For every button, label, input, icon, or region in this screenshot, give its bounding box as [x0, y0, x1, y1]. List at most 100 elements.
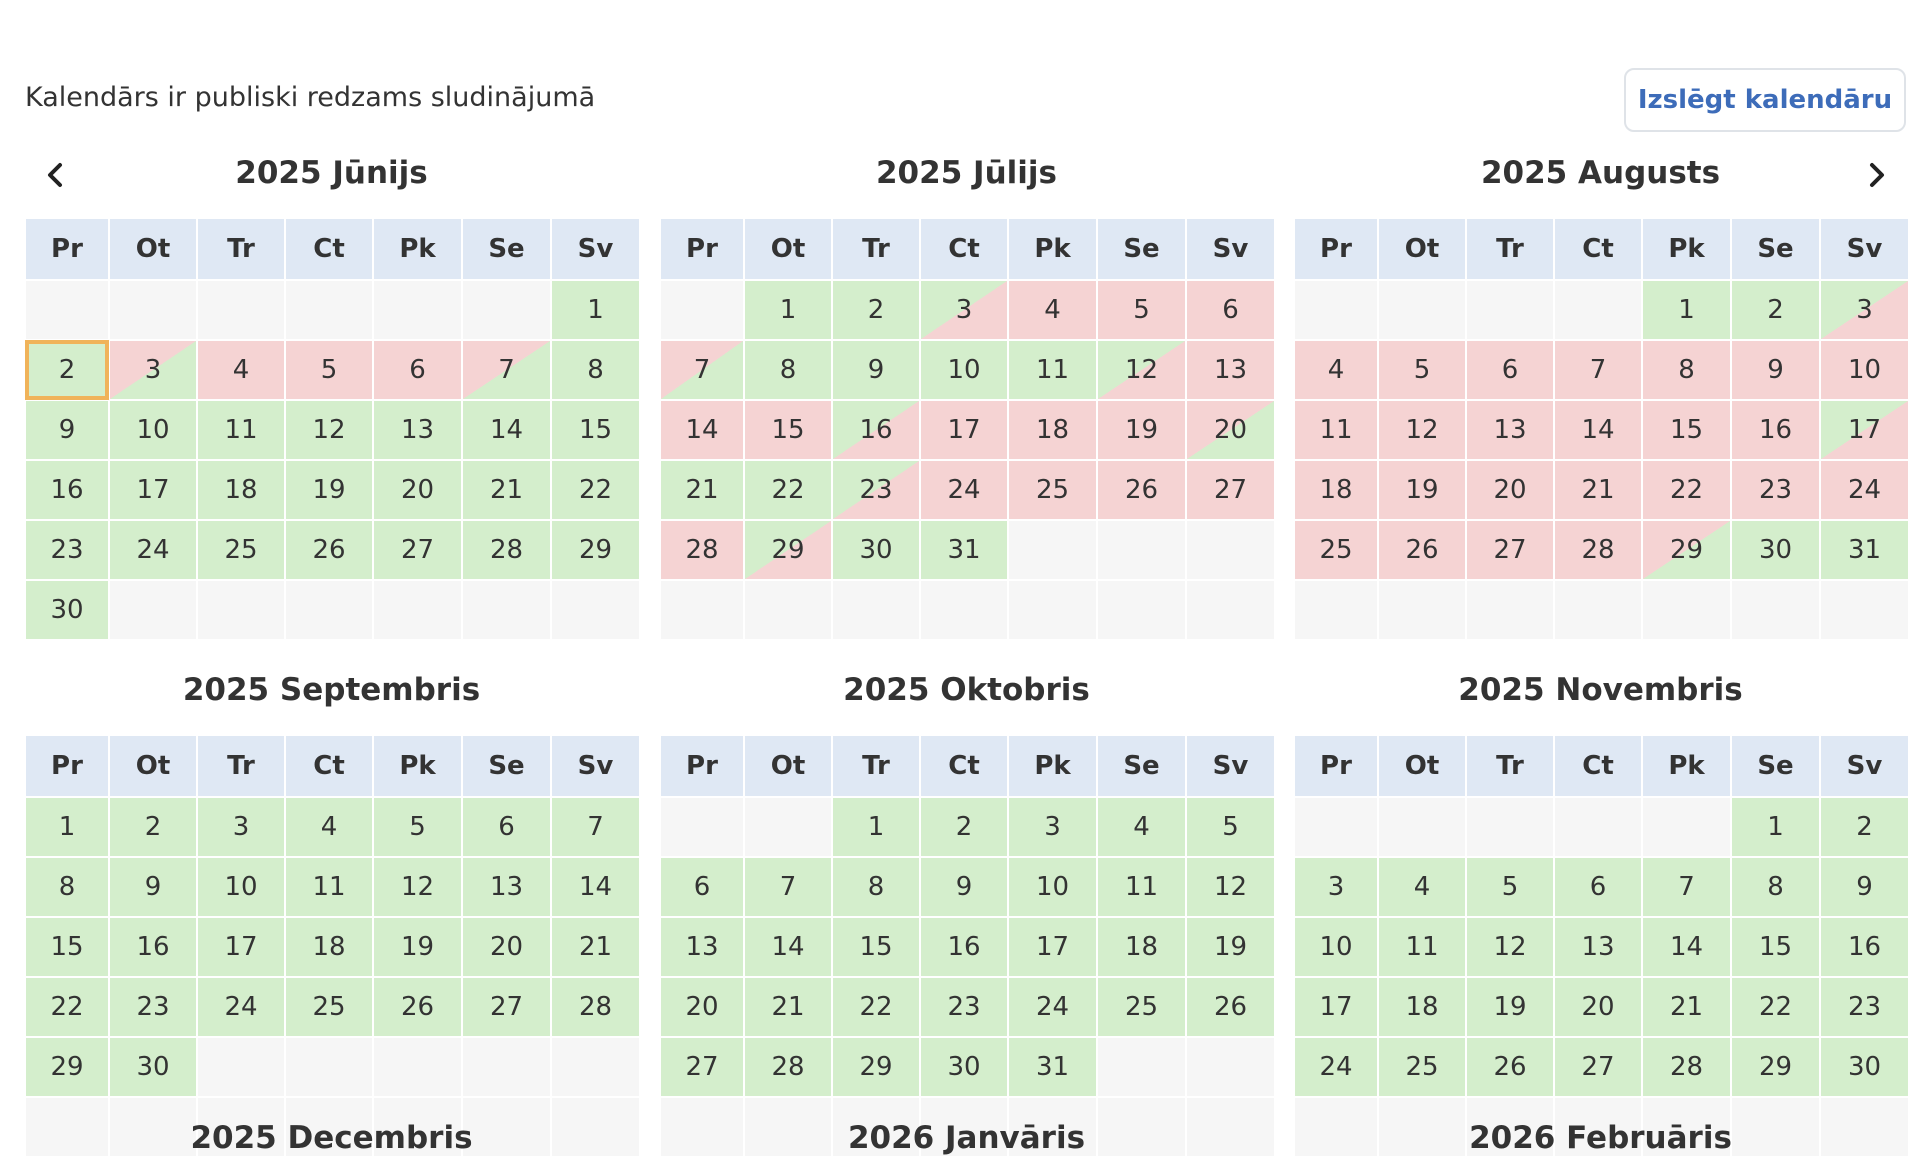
day-cell[interactable]: 8: [1730, 856, 1821, 918]
day-cell[interactable]: 10: [108, 399, 198, 461]
day-cell[interactable]: 29: [24, 1036, 110, 1098]
day-cell[interactable]: 18: [1377, 976, 1467, 1038]
day-cell[interactable]: 31: [1007, 1036, 1098, 1098]
day-cell[interactable]: 27: [659, 1036, 745, 1098]
day-cell[interactable]: 25: [196, 519, 286, 581]
day-cell[interactable]: 28: [461, 519, 552, 581]
day-cell[interactable]: 29: [1730, 1036, 1821, 1098]
day-cell[interactable]: 17: [108, 459, 198, 521]
day-cell[interactable]: 9: [919, 856, 1009, 918]
day-cell[interactable]: 8: [743, 339, 833, 401]
day-cell[interactable]: 18: [1007, 399, 1098, 461]
day-cell[interactable]: 19: [372, 916, 463, 978]
day-cell[interactable]: 20: [372, 459, 463, 521]
day-cell[interactable]: 3: [196, 796, 286, 858]
day-cell[interactable]: 5: [1377, 339, 1467, 401]
day-cell[interactable]: 25: [1293, 519, 1379, 581]
day-cell[interactable]: 11: [196, 399, 286, 461]
day-cell[interactable]: 4: [1377, 856, 1467, 918]
day-cell[interactable]: 18: [1096, 916, 1187, 978]
day-cell[interactable]: 13: [461, 856, 552, 918]
day-cell[interactable]: 4: [1096, 796, 1187, 858]
day-cell[interactable]: 19: [1465, 976, 1555, 1038]
day-cell[interactable]: 31: [919, 519, 1009, 581]
day-cell[interactable]: 30: [1730, 519, 1821, 581]
day-cell[interactable]: 25: [1096, 976, 1187, 1038]
day-cell[interactable]: 21: [659, 459, 745, 521]
day-cell[interactable]: 30: [831, 519, 921, 581]
day-cell[interactable]: 19: [1185, 916, 1276, 978]
day-cell[interactable]: 17: [196, 916, 286, 978]
day-cell[interactable]: 28: [659, 519, 745, 581]
day-cell[interactable]: 23: [919, 976, 1009, 1038]
day-cell[interactable]: 13: [1553, 916, 1643, 978]
day-cell[interactable]: 9: [1730, 339, 1821, 401]
day-cell[interactable]: 3: [1007, 796, 1098, 858]
day-cell[interactable]: 2: [1730, 279, 1821, 341]
day-cell[interactable]: 2: [919, 796, 1009, 858]
day-cell[interactable]: 17: [1007, 916, 1098, 978]
day-cell[interactable]: 7: [743, 856, 833, 918]
day-cell[interactable]: 6: [1553, 856, 1643, 918]
day-cell[interactable]: 26: [1377, 519, 1467, 581]
next-month-button[interactable]: [1856, 155, 1896, 195]
day-cell[interactable]: 1: [24, 796, 110, 858]
day-cell[interactable]: 20: [1185, 399, 1276, 461]
day-cell[interactable]: 15: [831, 916, 921, 978]
day-cell[interactable]: 1: [550, 279, 641, 341]
day-cell[interactable]: 15: [24, 916, 110, 978]
day-cell[interactable]: 13: [659, 916, 745, 978]
day-cell[interactable]: 18: [284, 916, 374, 978]
day-cell[interactable]: 2: [108, 796, 198, 858]
day-cell[interactable]: 14: [659, 399, 745, 461]
day-cell[interactable]: 4: [1007, 279, 1098, 341]
day-cell[interactable]: 9: [1819, 856, 1910, 918]
day-cell[interactable]: 16: [831, 399, 921, 461]
day-cell[interactable]: 8: [24, 856, 110, 918]
day-cell[interactable]: 10: [1007, 856, 1098, 918]
day-cell[interactable]: 29: [831, 1036, 921, 1098]
day-cell[interactable]: 18: [1293, 459, 1379, 521]
day-cell[interactable]: 23: [1819, 976, 1910, 1038]
day-cell[interactable]: 20: [659, 976, 745, 1038]
day-cell[interactable]: 1: [1730, 796, 1821, 858]
day-cell[interactable]: 4: [284, 796, 374, 858]
day-cell[interactable]: 21: [1641, 976, 1732, 1038]
day-cell[interactable]: 1: [831, 796, 921, 858]
day-cell[interactable]: 19: [1096, 399, 1187, 461]
day-cell[interactable]: 12: [372, 856, 463, 918]
day-cell[interactable]: 20: [1465, 459, 1555, 521]
day-cell[interactable]: 21: [461, 459, 552, 521]
day-cell[interactable]: 28: [1641, 1036, 1732, 1098]
day-cell[interactable]: 30: [1819, 1036, 1910, 1098]
day-cell[interactable]: 20: [1553, 976, 1643, 1038]
day-cell[interactable]: 22: [743, 459, 833, 521]
day-cell[interactable]: 11: [284, 856, 374, 918]
disable-calendar-button[interactable]: Izslēgt kalendāru: [1624, 68, 1906, 132]
day-cell[interactable]: 26: [1465, 1036, 1555, 1098]
day-cell[interactable]: 23: [1730, 459, 1821, 521]
day-cell[interactable]: 2: [1819, 796, 1910, 858]
day-cell[interactable]: 3: [108, 339, 198, 401]
day-cell[interactable]: 22: [550, 459, 641, 521]
day-cell[interactable]: 28: [743, 1036, 833, 1098]
day-cell[interactable]: 30: [108, 1036, 198, 1098]
day-cell[interactable]: 5: [372, 796, 463, 858]
day-cell[interactable]: 10: [1819, 339, 1910, 401]
day-cell[interactable]: 30: [919, 1036, 1009, 1098]
day-cell[interactable]: 7: [659, 339, 745, 401]
day-cell[interactable]: 29: [550, 519, 641, 581]
day-cell[interactable]: 23: [24, 519, 110, 581]
day-cell[interactable]: 20: [461, 916, 552, 978]
day-cell[interactable]: 28: [1553, 519, 1643, 581]
day-cell[interactable]: 11: [1377, 916, 1467, 978]
day-cell[interactable]: 12: [1377, 399, 1467, 461]
prev-month-button[interactable]: [36, 155, 76, 195]
day-cell[interactable]: 27: [1185, 459, 1276, 521]
day-cell[interactable]: 14: [1553, 399, 1643, 461]
day-cell[interactable]: 7: [1553, 339, 1643, 401]
day-cell[interactable]: 17: [1819, 399, 1910, 461]
day-cell[interactable]: 24: [196, 976, 286, 1038]
day-cell[interactable]: 29: [743, 519, 833, 581]
day-cell[interactable]: 26: [372, 976, 463, 1038]
